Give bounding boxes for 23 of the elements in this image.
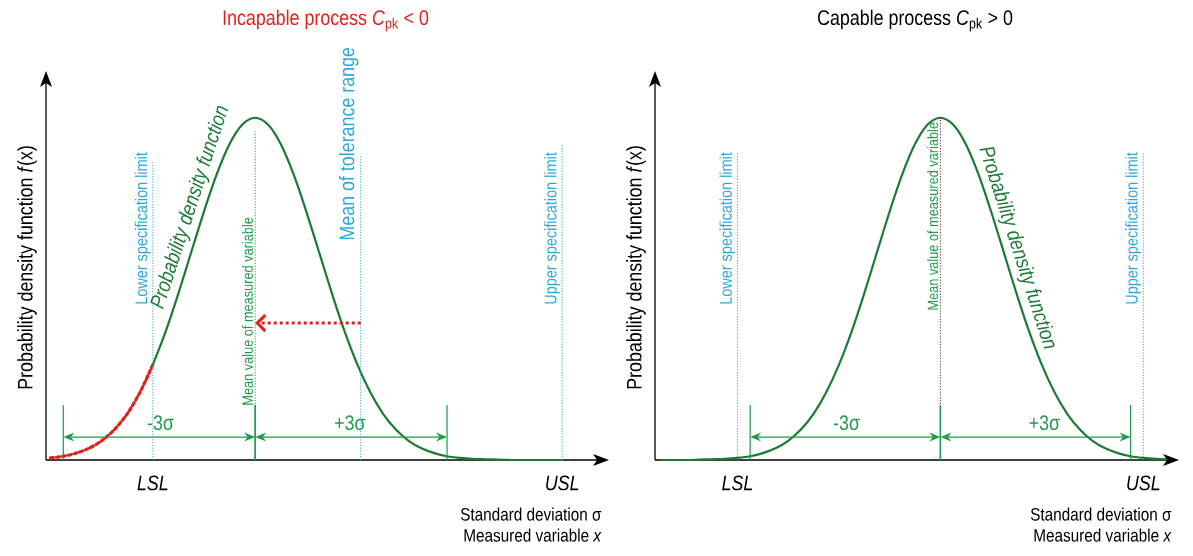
x-tick-label: LSL [137,475,168,491]
annotation: Mean value of measured variable [241,217,253,405]
y-axis-title: Probability density function f(x) [17,146,37,389]
y-axis-title: Probability density function f(x) [626,146,646,389]
ref-line-label: Upper specification limit [1125,152,1142,304]
text: Measured variable x [1034,528,1172,542]
x-axis-title: Standard deviation σ [1030,507,1172,521]
ref-line-label: Lower specification limit [719,152,736,304]
chart-title: Incapable process C$_{pk}$ < 0 [223,9,429,32]
x-tick-label: LSL [722,475,753,491]
ref-line-label: Upper specification limit [544,152,560,304]
ref-line-label: Lower specification limit [134,152,151,304]
annotation: Mean of tolerance range [338,47,359,240]
annotation: +3σ [1029,415,1060,431]
x-axis-title: Standard deviation σ [460,507,602,521]
chart-title: Capable process C$_{pk}$ > 0 [817,9,1013,32]
x-tick-label: USL [546,475,579,491]
text: Measured variable x [464,528,602,542]
x-tick-label: USL [1127,475,1160,491]
annotation: -3σ [147,415,174,431]
annotation: +3σ [335,415,366,431]
annotation: -3σ [833,415,860,431]
annotation: Mean value of measured variable [927,122,939,310]
